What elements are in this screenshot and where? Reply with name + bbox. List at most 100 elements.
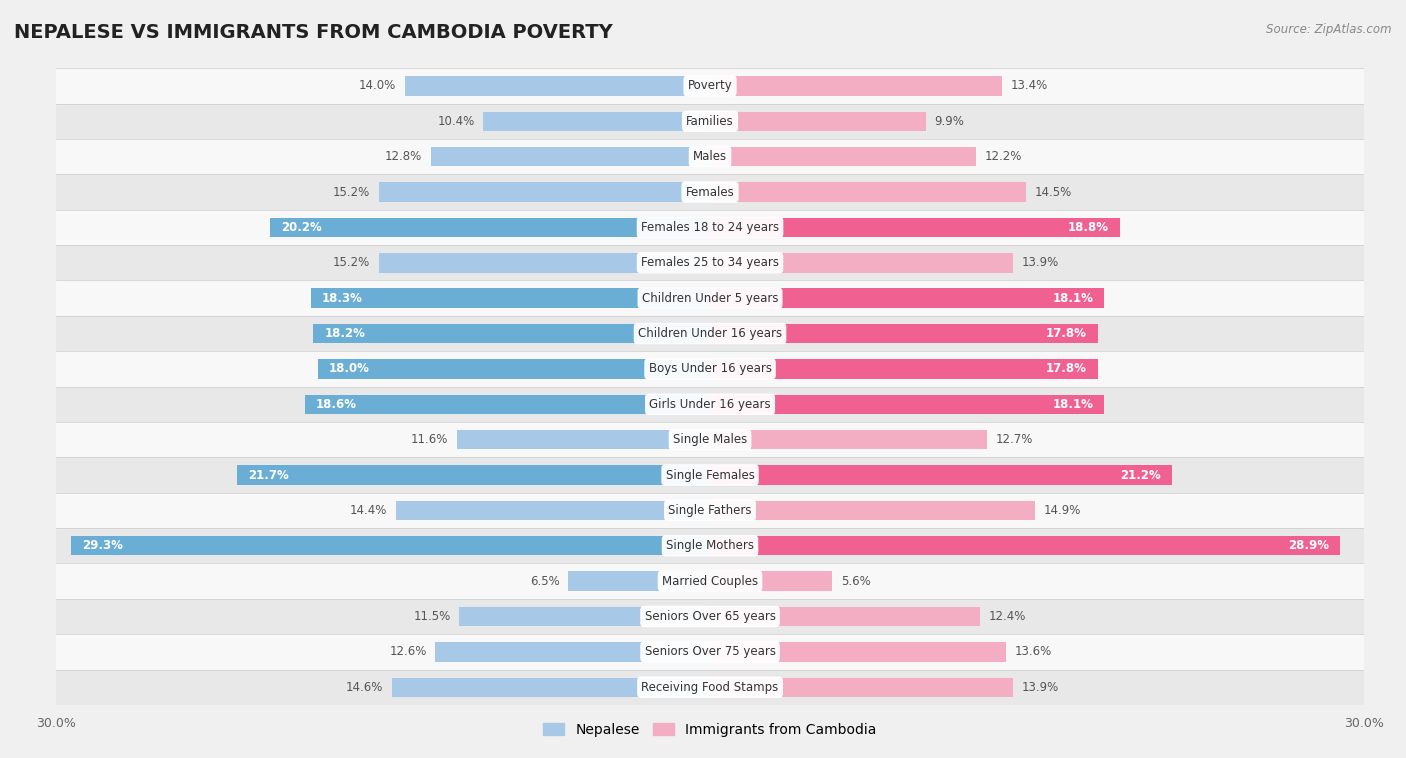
Bar xyxy=(710,501,1035,520)
Text: 29.3%: 29.3% xyxy=(83,539,124,553)
Text: Source: ZipAtlas.com: Source: ZipAtlas.com xyxy=(1267,23,1392,36)
Bar xyxy=(568,572,710,591)
Text: 18.3%: 18.3% xyxy=(322,292,363,305)
Bar xyxy=(56,528,1364,563)
Bar xyxy=(710,253,1012,273)
Text: 12.2%: 12.2% xyxy=(984,150,1022,163)
Bar xyxy=(56,669,1364,705)
Bar xyxy=(56,104,1364,139)
Text: 12.4%: 12.4% xyxy=(988,610,1026,623)
Bar xyxy=(56,634,1364,669)
Bar xyxy=(710,183,1026,202)
Bar xyxy=(396,501,710,520)
Bar xyxy=(56,351,1364,387)
Bar xyxy=(710,394,1105,414)
Bar xyxy=(56,457,1364,493)
Bar xyxy=(238,465,710,485)
Text: 13.9%: 13.9% xyxy=(1022,256,1059,269)
Text: Children Under 5 years: Children Under 5 years xyxy=(641,292,779,305)
Bar xyxy=(56,174,1364,210)
Bar xyxy=(392,678,710,697)
Text: 14.4%: 14.4% xyxy=(350,504,388,517)
Text: Males: Males xyxy=(693,150,727,163)
Bar xyxy=(484,111,710,131)
Text: NEPALESE VS IMMIGRANTS FROM CAMBODIA POVERTY: NEPALESE VS IMMIGRANTS FROM CAMBODIA POV… xyxy=(14,23,613,42)
Text: 18.1%: 18.1% xyxy=(1053,398,1094,411)
Text: 14.6%: 14.6% xyxy=(346,681,382,694)
Text: Single Females: Single Females xyxy=(665,468,755,481)
Text: Seniors Over 65 years: Seniors Over 65 years xyxy=(644,610,776,623)
Bar xyxy=(460,607,710,626)
Text: Girls Under 16 years: Girls Under 16 years xyxy=(650,398,770,411)
Text: Boys Under 16 years: Boys Under 16 years xyxy=(648,362,772,375)
Bar xyxy=(56,387,1364,422)
Bar xyxy=(710,465,1173,485)
Bar xyxy=(305,394,710,414)
Bar xyxy=(311,288,710,308)
Text: 12.8%: 12.8% xyxy=(385,150,422,163)
Bar xyxy=(56,280,1364,316)
Text: 12.6%: 12.6% xyxy=(389,645,427,659)
Bar xyxy=(710,359,1098,379)
Bar xyxy=(710,642,1007,662)
Text: Single Fathers: Single Fathers xyxy=(668,504,752,517)
Bar xyxy=(710,218,1119,237)
Text: Children Under 16 years: Children Under 16 years xyxy=(638,327,782,340)
Text: 14.0%: 14.0% xyxy=(359,80,396,92)
Text: Females 25 to 34 years: Females 25 to 34 years xyxy=(641,256,779,269)
Bar xyxy=(56,139,1364,174)
Bar xyxy=(432,147,710,167)
Bar xyxy=(710,536,1340,556)
Bar xyxy=(56,599,1364,634)
Bar xyxy=(318,359,710,379)
Text: 11.6%: 11.6% xyxy=(411,433,449,446)
Text: 12.7%: 12.7% xyxy=(995,433,1033,446)
Text: Females: Females xyxy=(686,186,734,199)
Text: 18.8%: 18.8% xyxy=(1067,221,1109,234)
Bar xyxy=(56,422,1364,457)
Bar xyxy=(56,316,1364,351)
Text: 18.6%: 18.6% xyxy=(315,398,357,411)
Bar xyxy=(710,111,925,131)
Text: 10.4%: 10.4% xyxy=(437,114,475,128)
Bar xyxy=(710,572,832,591)
Text: Seniors Over 75 years: Seniors Over 75 years xyxy=(644,645,776,659)
Text: Married Couples: Married Couples xyxy=(662,575,758,587)
Bar xyxy=(378,253,710,273)
Text: 17.8%: 17.8% xyxy=(1046,327,1087,340)
Text: 11.5%: 11.5% xyxy=(413,610,451,623)
Text: Females 18 to 24 years: Females 18 to 24 years xyxy=(641,221,779,234)
Bar xyxy=(56,563,1364,599)
Text: 6.5%: 6.5% xyxy=(530,575,560,587)
Text: 13.6%: 13.6% xyxy=(1015,645,1052,659)
Bar xyxy=(710,430,987,449)
Bar xyxy=(56,210,1364,245)
Text: Single Males: Single Males xyxy=(673,433,747,446)
Bar xyxy=(710,147,976,167)
Text: 20.2%: 20.2% xyxy=(281,221,322,234)
Bar xyxy=(710,607,980,626)
Text: 13.9%: 13.9% xyxy=(1022,681,1059,694)
Bar xyxy=(405,77,710,96)
Bar xyxy=(56,68,1364,104)
Text: 18.2%: 18.2% xyxy=(325,327,366,340)
Text: 21.2%: 21.2% xyxy=(1121,468,1161,481)
Legend: Nepalese, Immigrants from Cambodia: Nepalese, Immigrants from Cambodia xyxy=(537,718,883,743)
Text: Poverty: Poverty xyxy=(688,80,733,92)
Text: Single Mothers: Single Mothers xyxy=(666,539,754,553)
Bar xyxy=(270,218,710,237)
Bar xyxy=(436,642,710,662)
Text: 18.1%: 18.1% xyxy=(1053,292,1094,305)
Text: 28.9%: 28.9% xyxy=(1288,539,1329,553)
Text: 5.6%: 5.6% xyxy=(841,575,870,587)
Bar xyxy=(710,77,1002,96)
Text: 9.9%: 9.9% xyxy=(935,114,965,128)
Text: Families: Families xyxy=(686,114,734,128)
Text: Receiving Food Stamps: Receiving Food Stamps xyxy=(641,681,779,694)
Bar xyxy=(56,245,1364,280)
Bar xyxy=(710,288,1105,308)
Bar xyxy=(314,324,710,343)
Text: 14.5%: 14.5% xyxy=(1035,186,1071,199)
Bar xyxy=(710,678,1012,697)
Bar xyxy=(457,430,710,449)
